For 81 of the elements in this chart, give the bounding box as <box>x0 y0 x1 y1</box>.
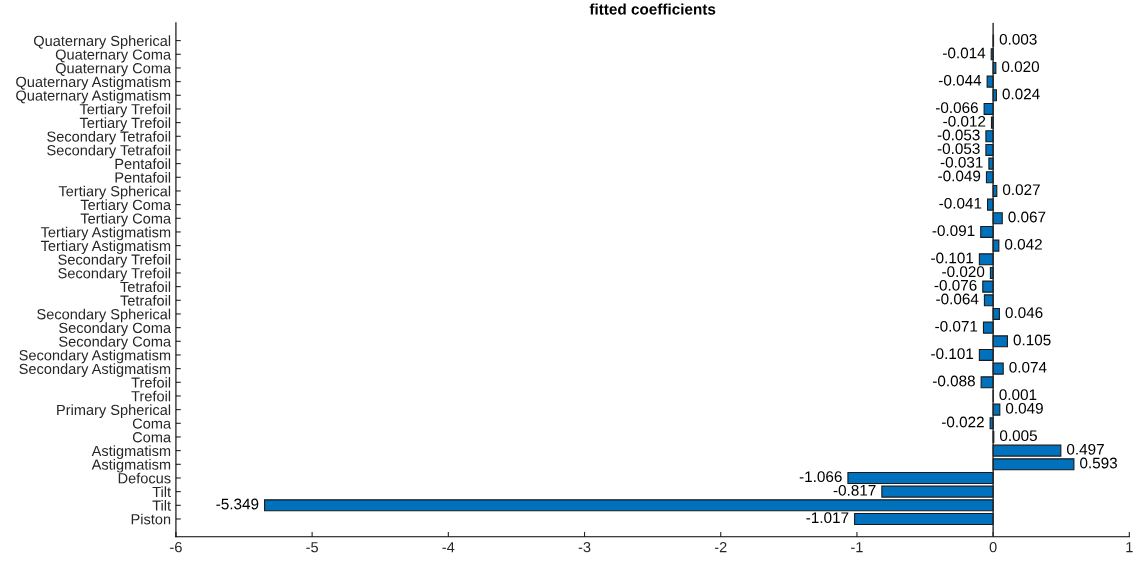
y-tick-label: Quaternary Coma <box>55 49 172 63</box>
data-label: -0.071 <box>935 320 978 332</box>
data-label: -0.022 <box>941 416 984 428</box>
data-label: 0.593 <box>1080 457 1118 469</box>
y-tick-label: Tertiary Trefoil <box>79 103 171 118</box>
data-label: 0.020 <box>1002 61 1040 73</box>
chart-title: fitted coefficients <box>589 3 716 15</box>
y-tick-label: Secondary Astigmatism <box>19 349 171 364</box>
data-label: -0.101 <box>931 348 974 360</box>
data-label: -0.014 <box>943 47 986 59</box>
data-label: 0.005 <box>999 430 1037 442</box>
data-label: -0.049 <box>938 170 981 182</box>
data-label: 0.042 <box>1005 238 1042 250</box>
x-tick-label: -2 <box>714 541 727 553</box>
data-label: 0.003 <box>999 33 1037 45</box>
data-label: -0.053 <box>937 143 980 155</box>
data-label: 0.105 <box>1013 334 1051 346</box>
data-label: -0.020 <box>942 266 985 278</box>
y-tick-label: Quaternary Spherical <box>33 35 171 49</box>
x-tick-label: -5 <box>306 542 318 553</box>
data-label: -0.044 <box>938 74 982 86</box>
x-tick-label: -1 <box>851 542 863 553</box>
y-tick-label: Coma <box>132 432 172 443</box>
y-tick-label: Tertiary Coma <box>80 213 172 227</box>
y-tick-label: Tetrafoil <box>120 281 171 293</box>
y-tick-label: Tertiary Coma <box>80 199 172 213</box>
x-tick-label: -6 <box>170 541 182 553</box>
y-tick-label: Tilt <box>152 500 171 511</box>
y-tick-label: Tetrafoil <box>120 295 171 306</box>
data-label: 0.067 <box>1008 211 1046 223</box>
x-tick-label: -4 <box>442 542 455 553</box>
y-tick-label: Pentafoil <box>115 158 171 170</box>
y-tick-label: Tertiary Trefoil <box>79 117 171 131</box>
y-tick-label: Quaternary Astigmatism <box>16 89 171 104</box>
data-label: -0.031 <box>940 156 983 168</box>
y-tick-label: Secondary Spherical <box>37 308 171 323</box>
x-tick-label: -3 <box>578 541 591 553</box>
data-label: -0.091 <box>932 225 975 237</box>
data-label: 0.046 <box>1005 307 1043 319</box>
data-label: -5.349 <box>216 498 259 510</box>
y-tick-label: Primary Spherical <box>57 404 171 418</box>
y-tick-label: Tilt <box>152 486 171 498</box>
y-tick-label: Tertiary Spherical <box>58 185 171 200</box>
data-label: -0.066 <box>935 102 978 114</box>
data-label: -1.066 <box>799 471 842 483</box>
x-tick-label: 0 <box>989 541 997 553</box>
y-tick-label: Tertiary Astigmatism <box>40 226 171 241</box>
data-label: 0.049 <box>1005 402 1043 414</box>
data-label: -0.012 <box>943 115 986 127</box>
y-tick-label: Secondary Coma <box>59 336 172 350</box>
y-tick-label: Coma <box>132 418 172 429</box>
y-tick-label: Secondary Astigmatism <box>19 363 171 377</box>
data-label: 0.001 <box>999 389 1037 401</box>
y-tick-label: Astigmatism <box>91 445 171 459</box>
y-tick-label: Secondary Tetrafoil <box>47 131 171 145</box>
data-label: -1.017 <box>806 512 849 524</box>
y-tick-label: Trefoil <box>131 390 171 402</box>
data-label: -0.076 <box>934 279 977 291</box>
data-label: -0.053 <box>937 129 980 141</box>
y-tick-label: Astigmatism <box>91 459 171 473</box>
data-label: -0.101 <box>931 252 974 264</box>
y-tick-label: Tertiary Astigmatism <box>40 240 171 254</box>
y-tick-label: Secondary Tetrafoil <box>47 144 171 159</box>
y-tick-label: Pentafoil <box>115 172 171 183</box>
data-label: -0.817 <box>833 484 876 496</box>
data-label: -0.064 <box>936 293 979 305</box>
data-label: -0.041 <box>939 197 982 209</box>
y-tick-label: Secondary Coma <box>59 322 172 336</box>
y-tick-label: Quaternary Astigmatism <box>16 76 171 90</box>
data-label: -0.088 <box>932 375 975 387</box>
data-label: 0.074 <box>1009 361 1047 373</box>
y-tick-label: Trefoil <box>131 377 171 388</box>
y-tick-label: Quaternary Coma <box>55 63 172 77</box>
data-label: 0.497 <box>1066 443 1104 455</box>
y-tick-label: Secondary Trefoil <box>58 254 171 268</box>
data-label: 0.027 <box>1002 184 1040 196</box>
y-tick-label: Secondary Trefoil <box>58 267 171 282</box>
y-tick-label: Piston <box>131 513 171 525</box>
y-tick-label: Defocus <box>118 472 171 484</box>
x-tick-label: 1 <box>1126 542 1133 553</box>
data-label: 0.024 <box>1002 88 1040 100</box>
